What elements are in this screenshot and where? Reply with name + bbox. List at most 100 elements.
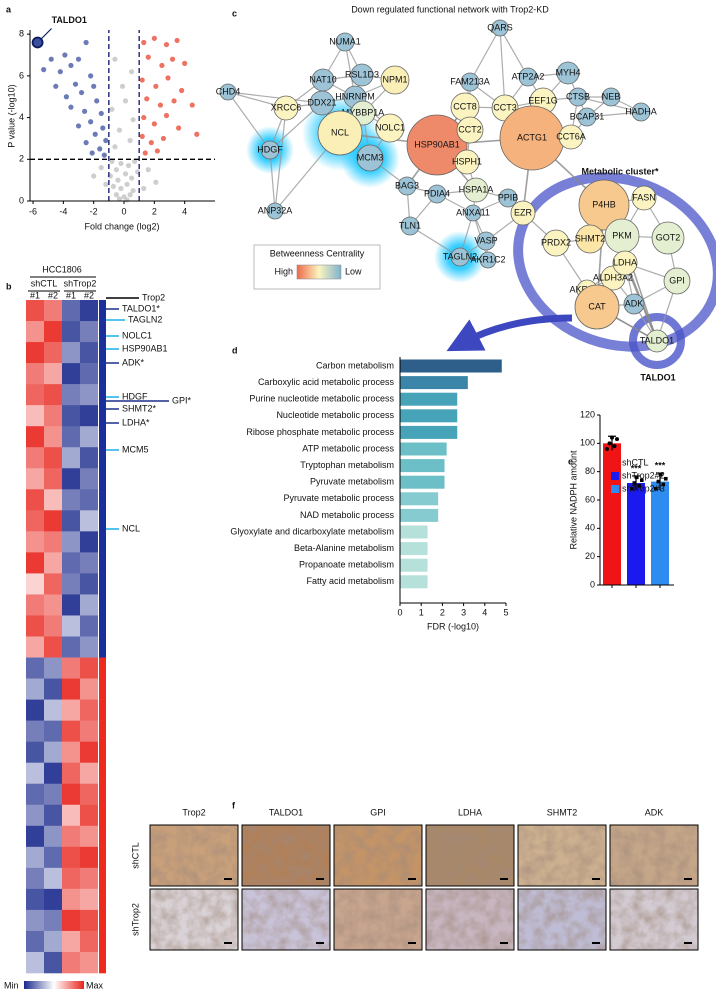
bar xyxy=(400,542,428,556)
column-label: ADK xyxy=(645,807,664,817)
edge xyxy=(269,149,276,212)
significance: *** xyxy=(655,460,666,470)
point xyxy=(41,67,47,73)
heatmap-cell xyxy=(62,384,80,406)
gene-label: HDGF xyxy=(122,391,148,401)
node xyxy=(460,72,480,92)
node-label: P4HB xyxy=(592,199,616,209)
data-point xyxy=(610,435,614,440)
point xyxy=(132,158,138,164)
point xyxy=(57,69,63,75)
column-label: Trop2 xyxy=(182,807,205,817)
ihc-texture xyxy=(334,825,422,886)
node-label: NCL xyxy=(331,127,349,137)
node-label: ACTG1 xyxy=(517,132,547,142)
y-axis-label: Relative NADPH amount xyxy=(568,450,578,550)
heatmap-cell xyxy=(44,741,62,763)
cluster-bar xyxy=(99,846,106,869)
y-tick-label: 8 xyxy=(19,29,24,39)
image-frame xyxy=(425,888,515,951)
point xyxy=(63,94,69,100)
y-tick-label: 20 xyxy=(585,551,595,561)
point xyxy=(127,192,133,198)
panel-letter: a xyxy=(6,4,12,14)
point xyxy=(144,96,150,102)
node xyxy=(574,284,620,330)
y-tick-label: 120 xyxy=(580,409,595,419)
heatmap-cell xyxy=(26,447,44,469)
scale-min: Min xyxy=(4,980,19,990)
image-frame xyxy=(241,824,331,887)
point xyxy=(91,173,97,179)
heatmap-cell xyxy=(80,363,98,385)
node xyxy=(266,202,284,220)
node xyxy=(464,204,482,222)
bar xyxy=(627,483,645,585)
x-tick-label: 4 xyxy=(482,607,487,617)
node xyxy=(575,224,605,254)
node-label: HSPA1A xyxy=(459,184,494,194)
ihc-texture xyxy=(242,825,330,886)
point xyxy=(109,158,115,164)
heatmap-cell xyxy=(80,552,98,574)
node-label: MCM3 xyxy=(357,152,384,162)
cluster-bar xyxy=(99,783,106,806)
point xyxy=(169,56,176,62)
point xyxy=(124,197,130,203)
data-point xyxy=(615,437,619,442)
row-label: shCTL xyxy=(130,842,140,869)
node-label: CTSB xyxy=(566,91,590,101)
x-tick-label: 2 xyxy=(440,607,445,617)
edge xyxy=(227,91,271,151)
heatmap-cell xyxy=(80,636,98,658)
heatmap-cell xyxy=(62,300,80,322)
node xyxy=(397,176,417,196)
category-label: Ribose phosphate metabolic process xyxy=(246,427,394,437)
group-label: shTrop2 xyxy=(64,278,97,288)
heatmap-cell xyxy=(62,405,80,427)
data-point xyxy=(605,447,609,451)
column-label: #2 xyxy=(48,290,58,300)
y-tick-label: 80 xyxy=(585,466,595,476)
y-tick-label: 0 xyxy=(590,579,595,589)
node-label: BCAP31 xyxy=(570,111,605,121)
node-label: PRDX2 xyxy=(541,237,571,247)
category-label: Beta-Alanine metabolism xyxy=(294,543,394,553)
image-frame xyxy=(333,824,423,887)
cluster-bar xyxy=(99,867,106,890)
heatmap-cell xyxy=(62,531,80,553)
point xyxy=(165,75,171,81)
bar xyxy=(400,359,502,373)
point xyxy=(119,83,126,89)
bar xyxy=(400,492,439,506)
data-point xyxy=(607,441,612,446)
heatmap-cell xyxy=(44,636,62,658)
point xyxy=(89,150,95,156)
node-label: HDGF xyxy=(257,144,283,154)
node-label: FAM213A xyxy=(450,76,490,86)
node-label: FASN xyxy=(632,192,656,202)
heatmap-title: HCC1806 xyxy=(42,264,82,274)
legend-label: shTrop2#2 xyxy=(622,470,665,480)
node-label: ANXA11 xyxy=(456,207,490,217)
cluster-bar xyxy=(99,720,106,742)
point xyxy=(118,160,124,167)
node-label: PKM xyxy=(612,230,632,240)
bar xyxy=(651,481,669,585)
heatmap-cell xyxy=(62,657,80,679)
node-label: PPIB xyxy=(498,192,519,202)
node xyxy=(260,140,280,160)
heatmap-cell xyxy=(26,300,44,322)
point xyxy=(127,137,133,144)
heatmap-cell xyxy=(26,699,44,721)
point xyxy=(174,37,180,44)
ihc-texture xyxy=(334,889,422,950)
node xyxy=(651,221,685,255)
heatmap-cell xyxy=(44,573,62,595)
heatmap-cell xyxy=(26,426,44,448)
node-label: CCT3 xyxy=(493,102,517,112)
node-label: NEB xyxy=(602,91,621,101)
point xyxy=(116,127,123,133)
point xyxy=(160,135,167,142)
